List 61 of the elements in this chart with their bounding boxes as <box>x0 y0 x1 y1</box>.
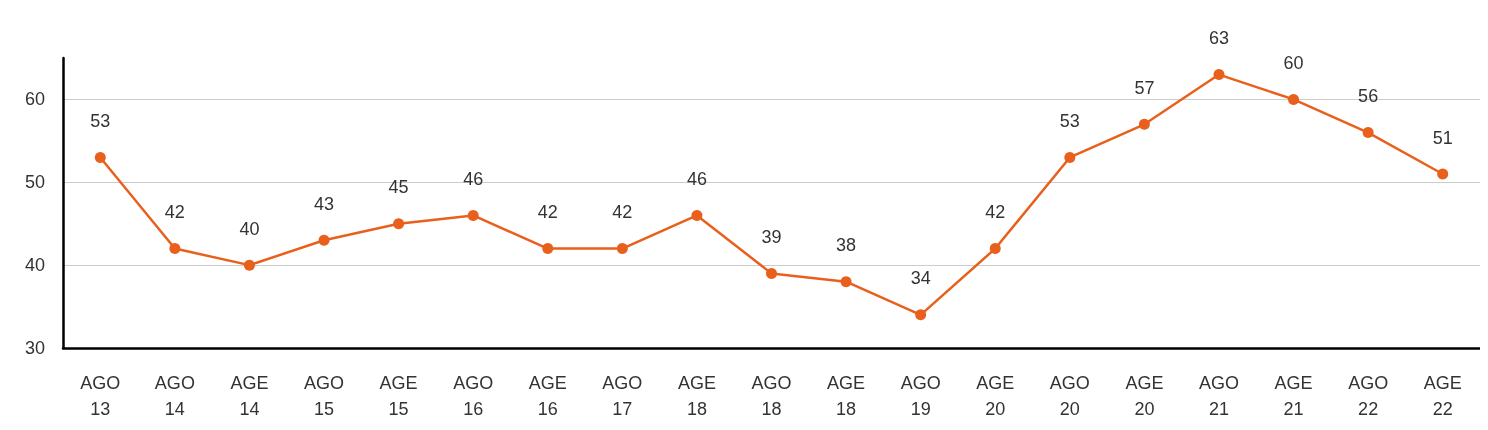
x-tick-label: AGO 19 <box>900 373 941 419</box>
x-tick-label: AGO 13 <box>80 373 121 419</box>
data-label: 40 <box>239 218 260 239</box>
x-tick-label: AGO 20 <box>1049 373 1090 419</box>
x-tick-label: AGE 14 <box>230 373 269 419</box>
point <box>915 309 927 321</box>
point <box>94 151 106 163</box>
data-label: 34 <box>910 268 931 289</box>
point <box>1213 69 1225 81</box>
data-label: 45 <box>388 177 409 198</box>
data-label: 57 <box>1134 77 1155 98</box>
point <box>766 267 777 279</box>
point <box>393 218 405 230</box>
x-tick-label: AGO 14 <box>154 373 195 419</box>
data-label: 56 <box>1358 86 1379 107</box>
data-label: 43 <box>314 193 335 214</box>
x-tick-label: AGO 15 <box>304 373 345 419</box>
x-tick-label: AGE 16 <box>528 373 567 419</box>
data-label: 46 <box>686 168 707 189</box>
data-label: 39 <box>761 226 782 247</box>
point <box>1138 118 1150 130</box>
data-label: 42 <box>612 202 633 223</box>
data-label: 42 <box>537 202 558 223</box>
y-tick-label: 50 <box>24 172 45 193</box>
point <box>243 259 255 271</box>
x-tick-label: AGE 20 <box>976 373 1015 419</box>
data-label: 38 <box>836 235 857 256</box>
point <box>616 243 628 255</box>
y-tick-label: 30 <box>24 338 45 358</box>
point <box>169 243 181 255</box>
x-tick-label: AGE 21 <box>1274 373 1313 419</box>
point <box>1064 151 1076 163</box>
data-label: 53 <box>1059 110 1080 131</box>
data-label: 42 <box>164 202 185 223</box>
x-tick-label: AGO 22 <box>1348 373 1389 419</box>
data-label: 51 <box>1432 127 1453 148</box>
x-tick-label: AGE 15 <box>379 373 418 419</box>
point <box>1362 127 1374 139</box>
point <box>691 209 703 221</box>
point <box>989 243 1001 255</box>
x-tick-label: AGO 21 <box>1198 373 1239 419</box>
point <box>1437 168 1449 180</box>
data-label: 42 <box>985 202 1006 223</box>
y-tick-label: 40 <box>24 255 45 276</box>
point <box>1288 93 1300 105</box>
data-label: 63 <box>1208 28 1229 49</box>
point <box>318 234 330 246</box>
data-label: 46 <box>463 168 484 189</box>
point <box>840 276 852 288</box>
data-label: 60 <box>1283 52 1304 73</box>
point <box>542 243 554 255</box>
x-tick-label: AGO 18 <box>751 373 792 419</box>
data-label: 53 <box>90 110 111 131</box>
point <box>467 209 479 221</box>
x-tick-label: AGE 18 <box>677 373 716 419</box>
x-tick-label: AGO 16 <box>453 373 494 419</box>
x-tick-label: AGE 20 <box>1125 373 1164 419</box>
x-tick-label: AGE 22 <box>1423 373 1462 419</box>
x-tick-label: AGO 17 <box>602 373 643 419</box>
y-tick-label: 60 <box>24 89 45 110</box>
x-tick-label: AGE 18 <box>827 373 866 419</box>
